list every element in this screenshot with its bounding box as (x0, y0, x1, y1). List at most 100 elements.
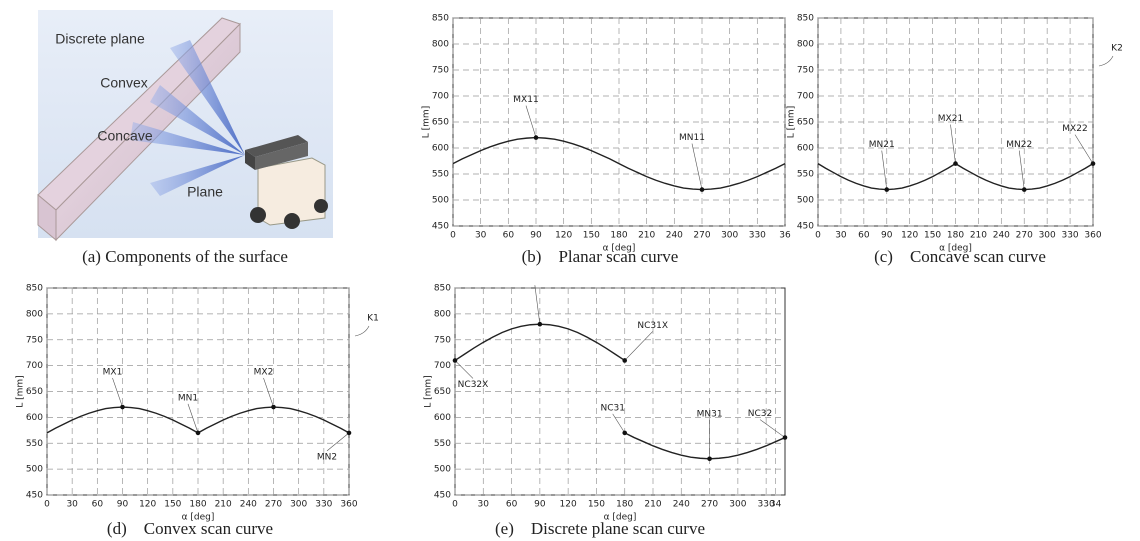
y-tick-label: 500 (26, 465, 43, 475)
x-tick-label: 300 (729, 500, 746, 510)
caption: (c) Concave scan curve (874, 247, 1046, 266)
leader-line (881, 150, 888, 190)
x-tick-label: 300 (721, 231, 738, 241)
x-tick-label: 330 (315, 500, 332, 510)
x-tick-label: 210 (970, 231, 987, 241)
x-tick-label: 120 (901, 231, 918, 241)
leader-line (454, 360, 474, 379)
y-axis-label: L [mm] (16, 375, 26, 407)
leader-line (326, 432, 350, 452)
annotation: MX11 (513, 95, 538, 105)
chart: 450 500 550 600 650 700 750 800 850 0 30 60 90 120 150… (422, 14, 791, 266)
leader-line (691, 143, 703, 190)
y-tick-label: 450 (434, 491, 451, 501)
y-tick-label: 650 (26, 387, 43, 397)
x-tick-label: 150 (583, 231, 600, 241)
x-tick-label: 180 (610, 231, 627, 241)
x-tick-label: 180 (947, 231, 964, 241)
x-tick-label: 210 (644, 500, 661, 510)
chart: 450 500 550 600 650 700 750 800 850 0 30 60 90 120 150… (424, 284, 788, 538)
y-tick-label: 850 (26, 284, 43, 294)
point-marker (953, 161, 958, 166)
leader-line (759, 419, 786, 438)
y-tick-label: 450 (26, 491, 43, 501)
y-tick-label: 650 (434, 387, 451, 397)
y-tick-label: 750 (434, 335, 451, 345)
annotation: MN1 (178, 393, 198, 403)
x-tick-label: 270 (693, 231, 710, 241)
y-tick-label: 650 (797, 118, 814, 128)
point-marker (452, 358, 458, 363)
x-tick-label: 30 (66, 500, 78, 510)
leader-line (263, 377, 274, 408)
y-tick-label: 800 (26, 309, 43, 319)
y-axis-label: L [mm] (787, 106, 797, 138)
point-marker (622, 430, 628, 436)
x-tick-label: 60 (858, 231, 870, 241)
x-tick-label: 30 (835, 231, 847, 241)
y-tick-label: 600 (26, 413, 43, 423)
point-marker (699, 187, 705, 192)
x-tick-label: 90 (117, 500, 129, 510)
leader-line (1018, 150, 1025, 190)
y-tick-label: 600 (797, 144, 814, 154)
point-marker (622, 358, 628, 363)
x-tick-label: 150 (164, 500, 181, 510)
x-tick-label: 90 (530, 231, 542, 241)
x-tick-label: 240 (666, 231, 683, 241)
y-tick-label: 750 (26, 335, 43, 345)
leader-line (112, 377, 123, 408)
illustration-label: Convex (100, 75, 147, 91)
point-marker (537, 321, 543, 327)
y-axis-label: L [mm] (424, 375, 434, 407)
x-tick-label: 60 (92, 500, 104, 510)
illustration-label: Concave (97, 128, 152, 144)
y-tick-label: 600 (432, 144, 449, 154)
chart: 450 500 550 600 650 700 750 800 850 0 30 60 90 120 150… (16, 284, 379, 538)
y-tick-label: 550 (797, 170, 814, 180)
y-tick-label: 850 (432, 14, 449, 24)
annotation: MX2 (254, 368, 274, 378)
x-tick-label: 360 (340, 500, 357, 510)
point-marker (782, 435, 788, 440)
point-marker (533, 135, 539, 140)
annotation: NC31 (600, 403, 624, 413)
illustration-label: Discrete plane (55, 31, 145, 47)
y-tick-label: 700 (432, 92, 449, 102)
caption: (a) Components of the surface (82, 247, 288, 266)
annotation: MN21 (869, 140, 895, 150)
annotation: MN2 (317, 452, 337, 462)
x-tick-label: 270 (1016, 231, 1033, 241)
x-tick-label: 30 (478, 500, 490, 510)
y-tick-label: 550 (434, 439, 451, 449)
x-tick-label: 210 (638, 231, 655, 241)
caption: (e) Discrete plane scan curve (495, 519, 705, 538)
x-tick-label: 330 (758, 500, 775, 510)
x-tick-label: 0 (452, 500, 458, 510)
annotation: NC31X (637, 321, 668, 331)
x-tick-label: 240 (240, 500, 257, 510)
x-tick-label: 120 (139, 500, 156, 510)
x-tick-label: 240 (673, 500, 690, 510)
annotation: MN22 (1006, 140, 1032, 150)
caption: (d) Convex scan curve (107, 519, 273, 538)
x-tick-label: 210 (215, 500, 232, 510)
y-tick-label: 800 (797, 40, 814, 50)
x-axis-label: α [deg] (604, 513, 637, 523)
x-tick-label: 150 (924, 231, 941, 241)
x-axis-label: α [deg] (182, 513, 215, 523)
y-tick-label: 850 (797, 14, 814, 24)
illustration-label: Plane (187, 184, 223, 200)
x-tick-label: 300 (1039, 231, 1056, 241)
x-tick-label: 300 (290, 500, 307, 510)
curve-label-leader (354, 325, 370, 337)
annotation: NC32X (458, 380, 489, 390)
y-tick-label: 450 (797, 222, 814, 232)
x-tick-label: 360 (1084, 231, 1101, 241)
x-tick-label: 90 (534, 500, 546, 510)
leader-line (612, 413, 625, 434)
annotation: MN31 (697, 409, 723, 419)
x-tick-label: 90 (881, 231, 893, 241)
x-tick-label: 60 (506, 500, 518, 510)
